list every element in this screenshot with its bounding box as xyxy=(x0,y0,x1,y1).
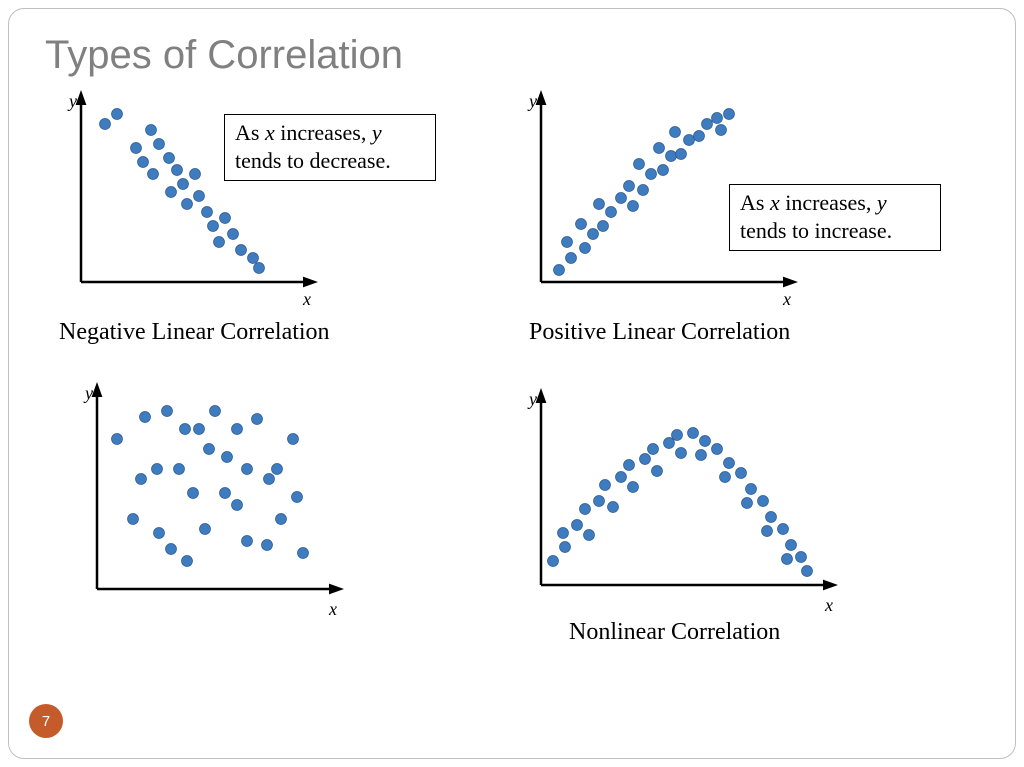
page-title: Types of Correlation xyxy=(45,33,403,78)
chart-none xyxy=(97,399,347,614)
x-axis-label: x xyxy=(825,595,833,616)
callout-negative: As x increases, ytends to decrease. xyxy=(224,114,436,181)
x-axis-label: x xyxy=(329,599,337,620)
points xyxy=(554,109,735,276)
caption-negative: Negative Linear Correlation xyxy=(59,319,330,346)
page-number: 7 xyxy=(42,713,50,730)
y-axis-label: y xyxy=(69,91,77,112)
callout-positive: As x increases, ytends to increase. xyxy=(729,184,941,251)
points xyxy=(112,406,309,567)
x-axis-label: x xyxy=(783,289,791,310)
points xyxy=(548,428,813,577)
y-axis-label: y xyxy=(529,389,537,410)
page-number-badge: 7 xyxy=(29,704,63,738)
caption-positive: Positive Linear Correlation xyxy=(529,319,790,346)
y-axis-label: y xyxy=(529,91,537,112)
x-axis-label: x xyxy=(303,289,311,310)
y-axis-label: y xyxy=(85,383,93,404)
caption-nonlinear: Nonlinear Correlation xyxy=(569,619,780,646)
slide-frame: Types of Correlation y x As x increases,… xyxy=(8,8,1016,759)
chart-nonlinear xyxy=(541,405,841,610)
